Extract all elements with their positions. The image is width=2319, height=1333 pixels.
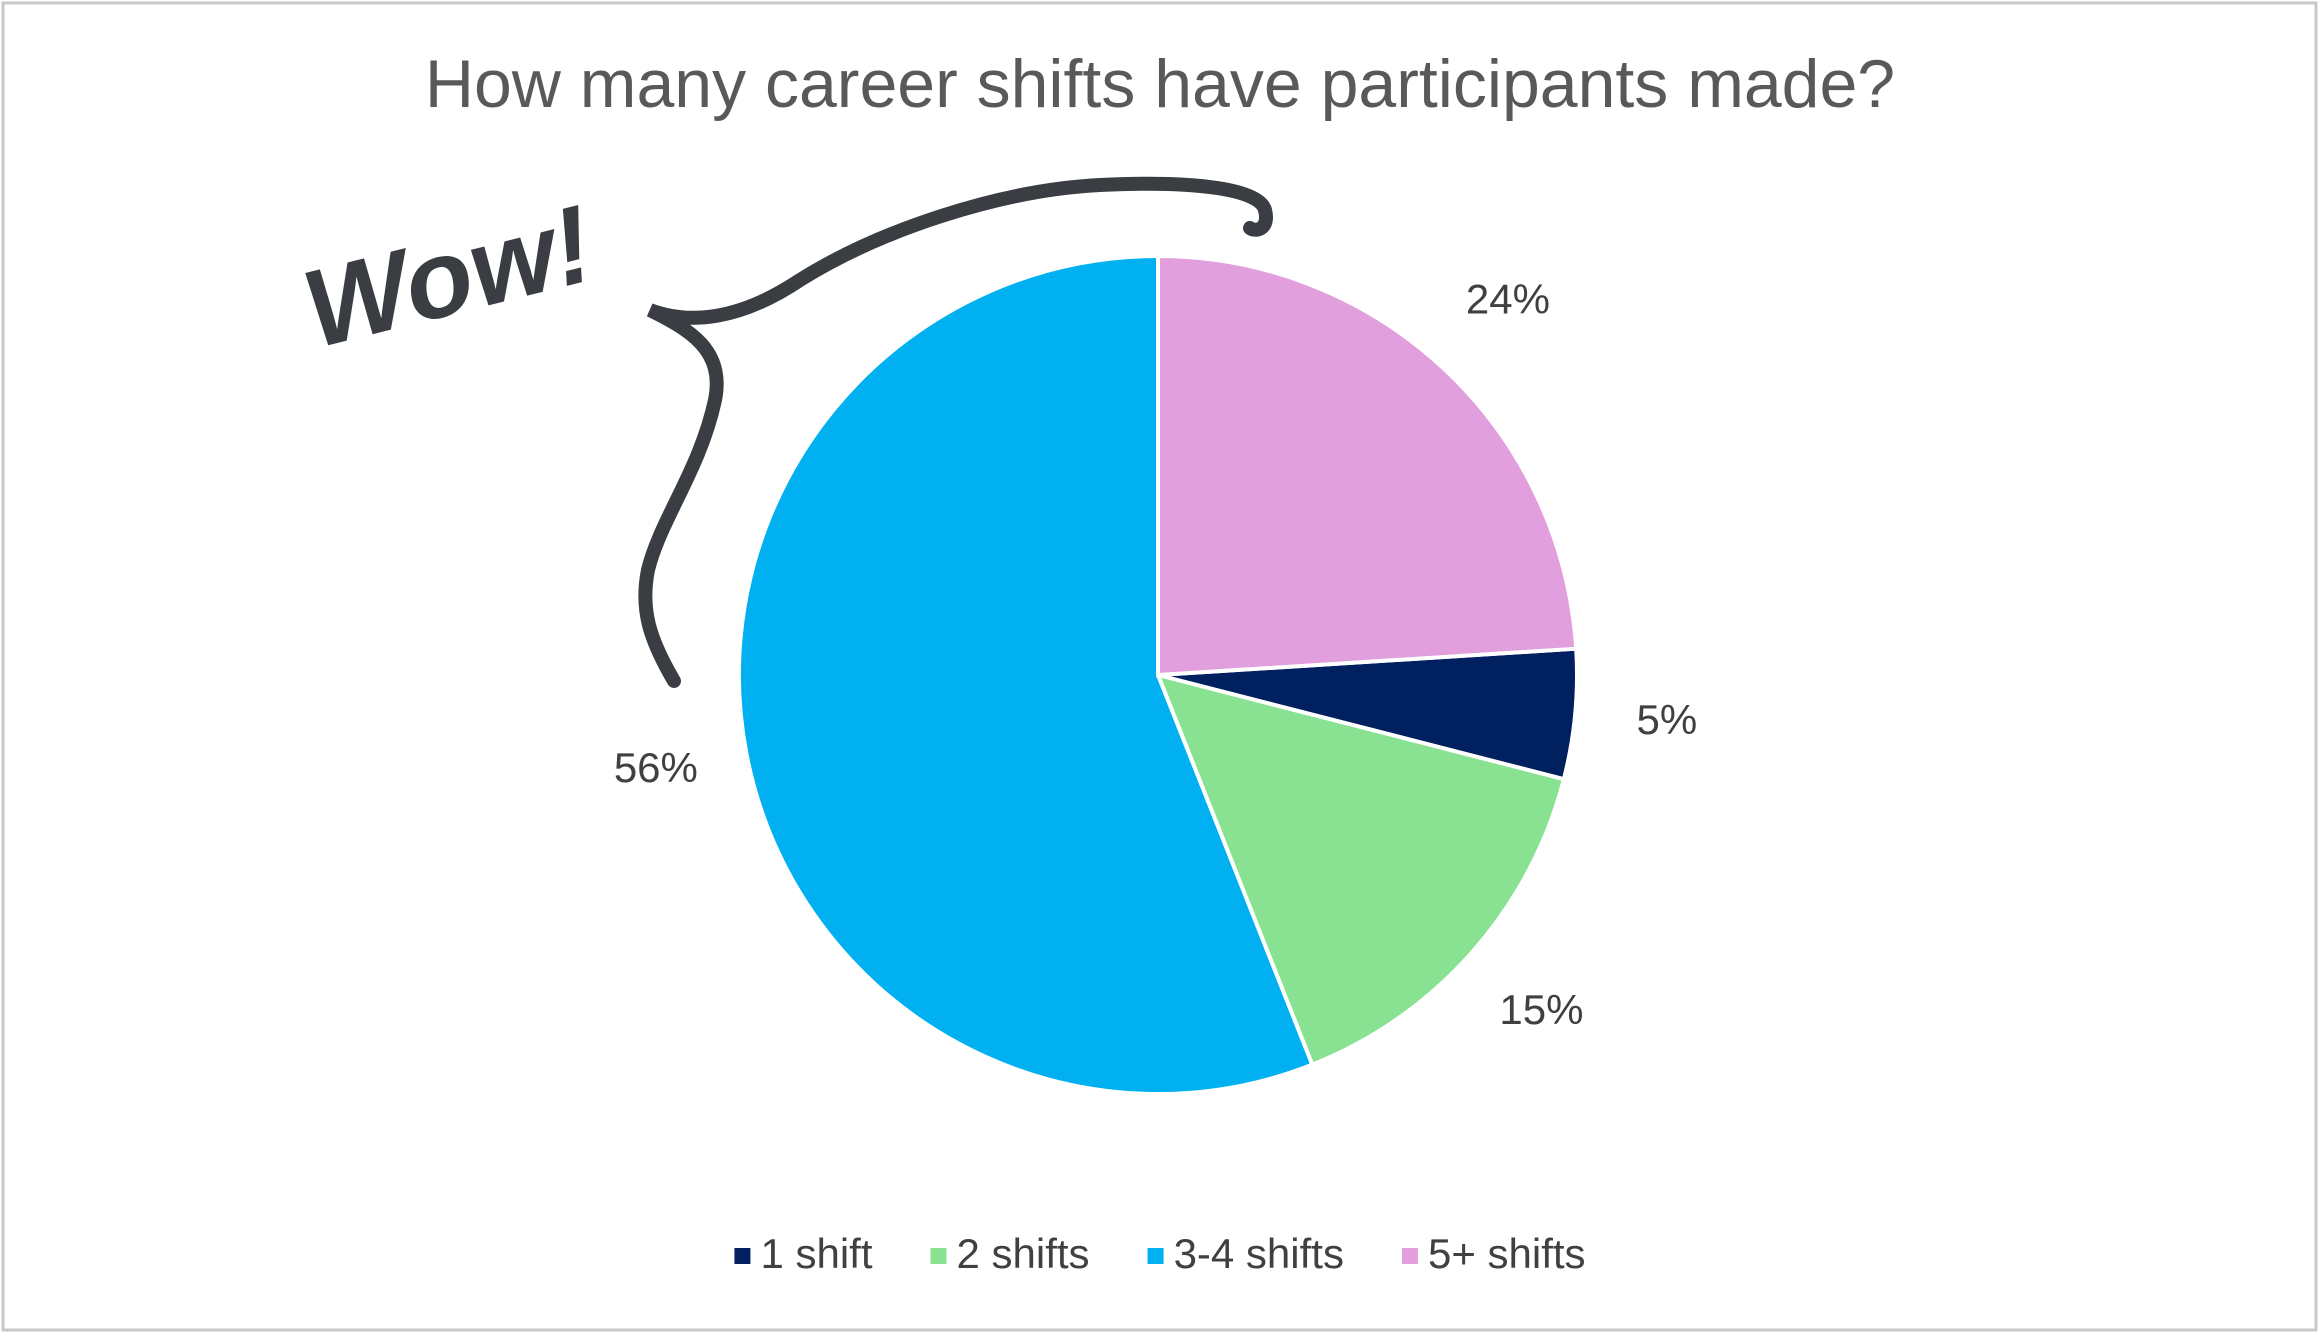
chart-title: How many career shifts have participants… bbox=[425, 46, 1895, 122]
legend-label: 2 shifts bbox=[957, 1230, 1090, 1277]
data-label: 5% bbox=[1637, 696, 1698, 743]
legend-label: 3-4 shifts bbox=[1174, 1230, 1344, 1277]
pie-slice bbox=[1154, 672, 1567, 1068]
legend-swatch bbox=[1147, 1248, 1164, 1264]
legend-swatch bbox=[734, 1248, 751, 1264]
data-label: 15% bbox=[1499, 986, 1583, 1033]
data-label: 56% bbox=[614, 744, 698, 791]
pie-slice bbox=[1156, 253, 1579, 678]
legend: 1 shift 2 shifts 3-4 shifts 5+ shifts bbox=[734, 1230, 1586, 1277]
pie-slice bbox=[737, 253, 1315, 1096]
legend-swatch bbox=[930, 1248, 947, 1264]
annotation-arrow bbox=[638, 176, 1273, 688]
legend-swatch bbox=[1401, 1248, 1418, 1264]
data-label: 24% bbox=[1466, 275, 1550, 322]
legend-label: 5+ shifts bbox=[1428, 1230, 1586, 1277]
legend-label: 1 shift bbox=[760, 1230, 872, 1277]
